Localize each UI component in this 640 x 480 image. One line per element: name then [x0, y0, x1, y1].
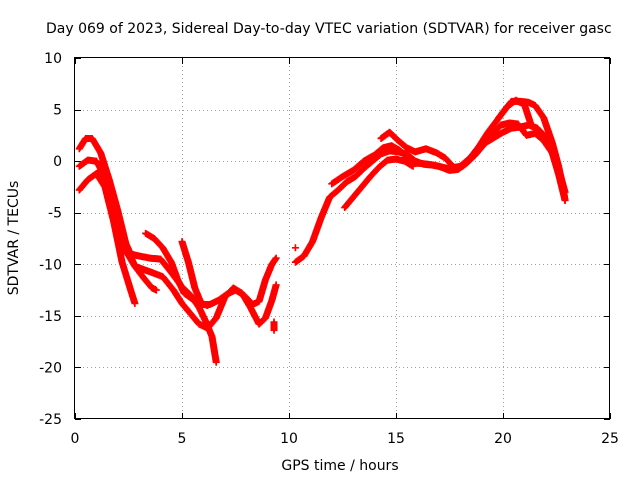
series-track-5: [114, 224, 160, 294]
data-point: [99, 163, 107, 171]
data-marks: [75, 96, 569, 366]
series-track-8: [270, 318, 278, 334]
x-tick-label: 0: [71, 431, 80, 447]
series-track-14: [495, 96, 535, 128]
series-track-6: [178, 238, 212, 310]
series-track-3: [75, 170, 139, 307]
y-tick-label: 5: [53, 103, 62, 119]
series-track-7: [92, 163, 107, 179]
series-track-9: [291, 244, 299, 252]
data-point: [527, 120, 535, 128]
x-tick-label: 25: [601, 431, 619, 447]
series-track-2: [75, 156, 220, 366]
x-tick-labels: 0 5 10 15 20 25: [71, 431, 619, 447]
y-tick-label: 10: [44, 51, 62, 67]
data-point: [152, 286, 160, 294]
data-point: [291, 244, 299, 252]
data-point: [272, 281, 280, 289]
series-track-4: [142, 229, 280, 309]
data-point: [561, 196, 569, 204]
data-point: [98, 164, 106, 172]
plot-frame: [74, 57, 610, 419]
axis-ticks: [75, 58, 611, 420]
series-track-12: [341, 155, 417, 212]
data-point: [204, 302, 212, 310]
x-tick-label: 15: [387, 431, 405, 447]
data-point: [270, 326, 278, 334]
data-point: [131, 299, 139, 307]
chart-title: Day 069 of 2023, Sidereal Day-to-day VTE…: [46, 21, 612, 37]
y-axis-title: SDTVAR / TECUs: [6, 181, 22, 296]
y-tick-label: 0: [53, 154, 62, 170]
data-point: [272, 254, 280, 262]
y-tick-labels: -25 -20 -15 -10 -5 0 5 10: [39, 51, 62, 428]
y-tick-label: -5: [48, 206, 62, 222]
y-tick-label: -25: [39, 412, 62, 428]
data-point: [409, 162, 417, 170]
x-tick-label: 20: [494, 431, 512, 447]
x-tick-label: 5: [178, 431, 187, 447]
series-track-10: [291, 121, 569, 266]
x-axis-title: GPS time / hours: [281, 458, 398, 474]
series-track-13: [377, 97, 569, 204]
y-tick-label: -15: [39, 309, 62, 325]
data-point: [212, 358, 220, 366]
y-tick-label: -10: [39, 257, 62, 273]
y-tick-label: -20: [39, 360, 62, 376]
x-tick-label: 10: [280, 431, 298, 447]
